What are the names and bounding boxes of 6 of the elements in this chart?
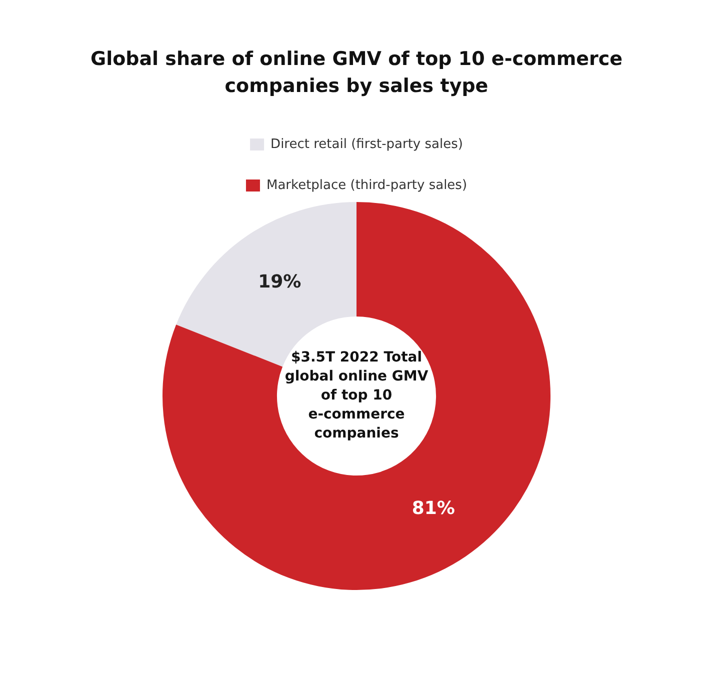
legend-label: Marketplace (third-party sales) [266,178,468,193]
text: $3.5T 2022 Total global online GMV of top 10 e-commerce companies [284,350,428,442]
legend-label: Direct retail (first-party sales) [270,136,463,152]
data-label: 19% [258,272,302,293]
data-label: 81% [412,498,455,519]
chart-title: Global share of online GMV of top 10 e-commerce companies by sales type [89,47,624,99]
